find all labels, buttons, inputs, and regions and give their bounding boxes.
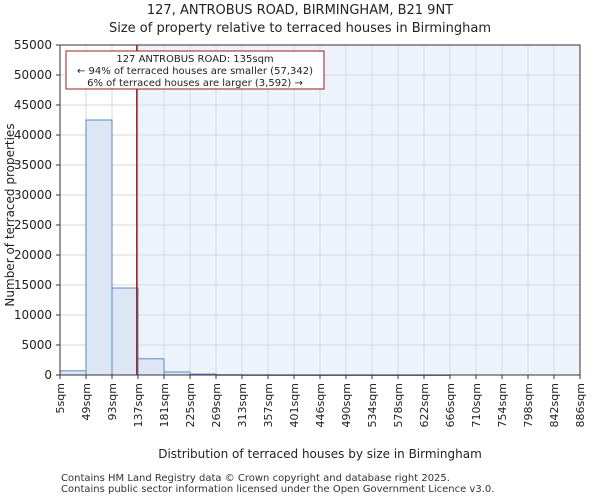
y-tick-label: 25000 [14,218,52,232]
x-tick-label: 842sqm [548,383,561,427]
y-tick-label: 15000 [14,278,52,292]
histogram-bar [85,119,113,376]
x-tick-label: 666sqm [444,383,457,427]
x-axis-label: Distribution of terraced houses by size … [158,447,482,461]
x-tick-label: 137sqm [132,383,145,427]
footer-line-2: Contains public sector information licen… [61,484,495,495]
x-tick-label: 49sqm [80,383,93,420]
x-tick-label: 401sqm [288,383,301,427]
x-tick-label: 225sqm [184,383,197,427]
y-tick-label: 50000 [14,68,52,82]
x-tick-label: 798sqm [522,383,535,427]
histogram-bar [111,287,139,376]
x-tick-label: 357sqm [262,383,275,427]
y-tick-label: 0 [44,368,52,382]
x-tick-label: 5sqm [54,383,67,413]
x-tick-label: 886sqm [574,383,587,427]
footer-line-1: Contains HM Land Registry data © Crown c… [61,473,450,484]
y-tick-label: 5000 [21,338,52,352]
x-tick-label: 313sqm [236,383,249,427]
x-tick-label: 269sqm [210,383,223,427]
annotation-line-1: 127 ANTROBUS ROAD: 135sqm [116,54,273,65]
x-tick-label: 754sqm [496,383,509,427]
x-tick-label: 93sqm [106,383,119,420]
y-tick-label: 10000 [14,308,52,322]
histogram-bar [59,370,87,376]
x-tick-label: 181sqm [158,383,171,427]
y-tick-label: 45000 [14,98,52,112]
y-tick-label: 35000 [14,158,52,172]
x-tick-label: 446sqm [314,383,327,427]
annotation-line-2: ← 94% of terraced houses are smaller (57… [77,66,313,77]
y-axis-label: Number of terraced properties [3,123,17,306]
annotation-line-3: 6% of terraced houses are larger (3,592)… [87,78,303,89]
y-tick-label: 30000 [14,188,52,202]
y-tick-label: 20000 [14,248,52,262]
y-tick-label: 40000 [14,128,52,142]
histogram-bar [137,358,165,376]
x-tick-label: 534sqm [366,383,379,427]
larger-region-highlight [136,45,580,375]
x-tick-label: 622sqm [418,383,431,427]
y-tick-label: 55000 [14,38,52,52]
chart-subtitle: Size of property relative to terraced ho… [108,21,492,36]
annotation-box: 127 ANTROBUS ROAD: 135sqm ← 94% of terra… [65,50,325,90]
x-tick-label: 710sqm [470,383,483,427]
x-tick-label: 578sqm [392,383,405,427]
x-tick-label: 490sqm [340,383,353,427]
chart-title: 127, ANTROBUS ROAD, BIRMINGHAM, B21 9NT [146,3,454,18]
